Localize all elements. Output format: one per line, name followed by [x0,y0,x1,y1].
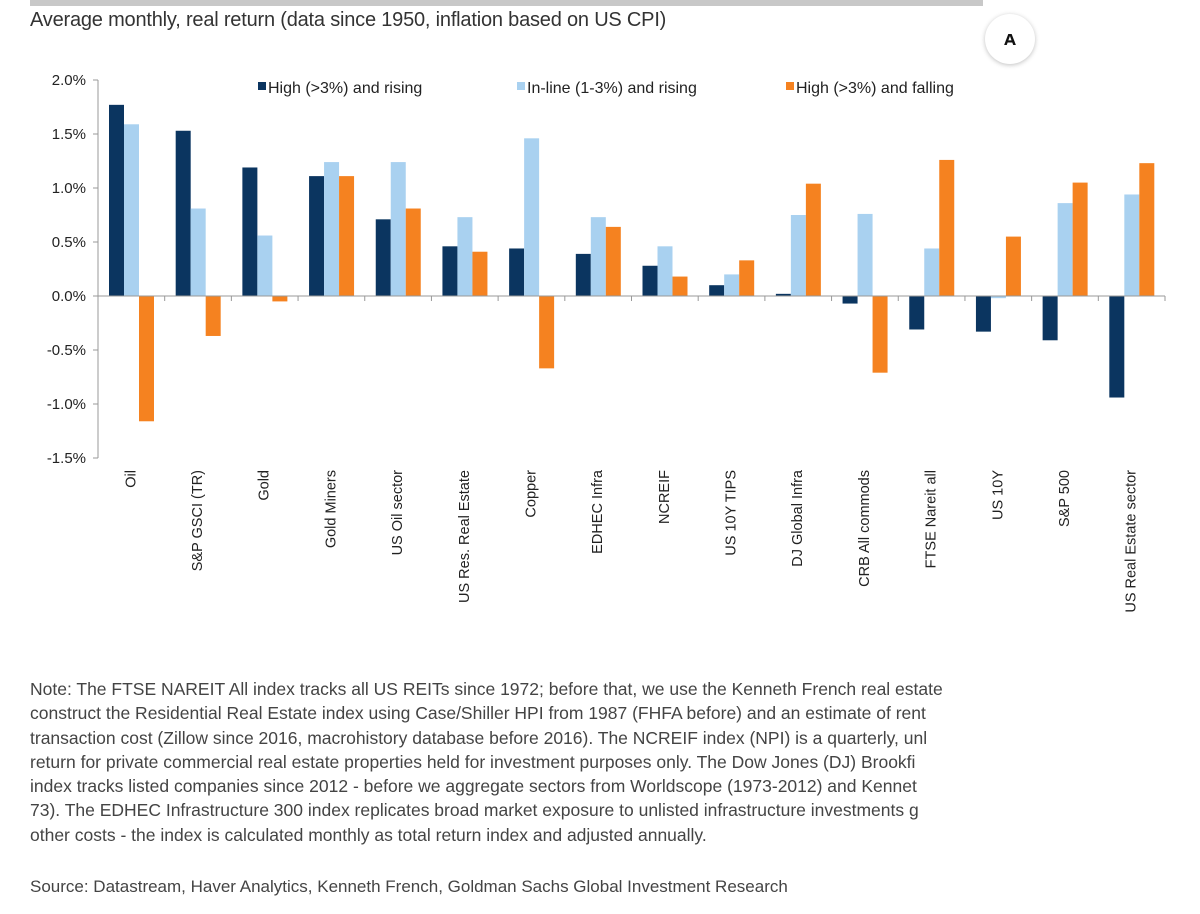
x-tick-label: US Res. Real Estate [457,470,473,603]
x-tick-label: DJ Global Infra [790,469,806,567]
x-tick-label: CRB All commods [857,470,873,587]
bar-1-1 [190,208,206,296]
bar-0-8 [642,265,658,296]
bar-0-15 [1109,296,1125,398]
bar-0-11 [842,296,858,304]
bar-2-5 [472,251,488,296]
bar-2-4 [405,208,421,296]
bar-2-14 [1072,182,1088,296]
bar-1-5 [457,217,473,296]
note-line: 73). The EDHEC Infrastructure 300 index … [30,800,919,821]
y-tick-label: -1.0% [47,396,86,413]
bar-1-10 [790,215,806,296]
bar-0-12 [909,296,925,330]
bar-1-8 [657,246,673,296]
bar-0-7 [575,253,591,296]
bar-1-12 [924,248,940,296]
note-line: return for private commercial real estat… [30,751,916,772]
x-tick-label: Gold Miners [323,470,339,548]
bar-2-9 [739,260,755,296]
chart-subtitle: Average monthly, real return (data since… [30,9,667,31]
note-line: transaction cost (Zillow since 2016, mac… [30,727,928,748]
bar-0-13 [975,296,991,332]
bar-2-6 [539,296,555,369]
y-tick-label: 0.0% [52,288,86,305]
bar-0-1 [175,130,191,296]
bar-2-7 [605,226,621,296]
bar-0-5 [442,246,458,296]
bar-0-4 [375,219,391,296]
y-tick-label: 2.0% [52,72,86,89]
x-tick-label: US 10Y [990,470,1006,520]
note-line: other costs - the index is calculated mo… [30,824,707,845]
x-tick-label: S&P GSCI (TR) [190,470,206,571]
bar-2-2 [272,296,288,302]
bar-1-7 [590,217,606,296]
x-tick-label: US 10Y TIPS [724,470,740,556]
note-line: index tracks listed companies since 2012… [30,776,917,797]
bar-1-0 [124,124,139,296]
bar-2-12 [939,159,955,296]
legend-label: In-line (1-3%) and rising [527,80,697,97]
bar-0-2 [242,167,258,296]
x-tick-label: Copper [523,470,539,518]
bar-2-13 [1005,236,1021,296]
bar-2-1 [205,296,221,336]
legend-label: High (>3%) and falling [796,80,954,97]
bar-0-3 [309,176,325,296]
x-tick-label: Oil [123,470,139,488]
bar-1-3 [324,162,340,296]
bar-2-11 [872,296,888,373]
y-tick-label: 1.5% [52,126,86,143]
note-line: Note: The FTSE NAREIT All index tracks a… [30,679,943,699]
bar-1-4 [390,162,406,296]
bar-1-9 [724,274,740,296]
bar-2-0 [139,296,154,422]
y-tick-label: -0.5% [47,342,86,359]
x-tick-label: NCREIF [657,470,673,524]
bar-0-0 [109,104,124,296]
accessibility-person-icon: ᴀ [1004,27,1016,50]
bar-0-9 [709,285,725,296]
accessibility-button[interactable]: ᴀ [985,14,1035,64]
source-text: Source: Datastream, Haver Analytics, Ken… [30,877,788,896]
bar-0-10 [775,293,791,296]
bar-0-14 [1042,296,1058,341]
chart-notes: Note: The FTSE NAREIT All index tracks a… [30,677,1200,847]
y-tick-label: -1.5% [47,450,86,467]
x-tick-label: Gold [257,470,273,501]
x-tick-label: EDHEC Infra [590,469,606,554]
bar-chart: 2.0% 1.5% 1.0% 0.5% 0.0% -0.5% -1.0% -1.5% Oil S&… [47,72,1166,613]
legend-label: High (>3%) and rising [268,80,422,97]
x-tick-label: S&P 500 [1057,470,1073,527]
legend-swatch [258,82,266,90]
y-tick-label: 1.0% [52,180,86,197]
x-tick-label: US Real Estate sector [1124,470,1140,613]
top-scroll-bar [30,0,983,6]
bar-2-10 [805,183,821,296]
bar-1-2 [257,235,273,296]
x-tick-label: US Oil sector [390,470,406,556]
bar-1-11 [857,213,873,296]
bar-2-15 [1139,163,1155,296]
bar-2-8 [672,276,688,296]
note-line: construct the Residential Real Estate in… [30,703,926,724]
bar-0-6 [509,248,525,296]
legend-swatch [786,82,794,90]
bar-1-14 [1057,203,1073,296]
x-tick-label: FTSE Nareit all [924,470,940,568]
legend-swatch [517,82,525,90]
bar-2-3 [339,176,355,296]
bar-1-15 [1124,194,1140,296]
bar-1-6 [524,138,540,296]
y-tick-label: 0.5% [52,234,86,251]
bar-1-13 [990,296,1006,299]
